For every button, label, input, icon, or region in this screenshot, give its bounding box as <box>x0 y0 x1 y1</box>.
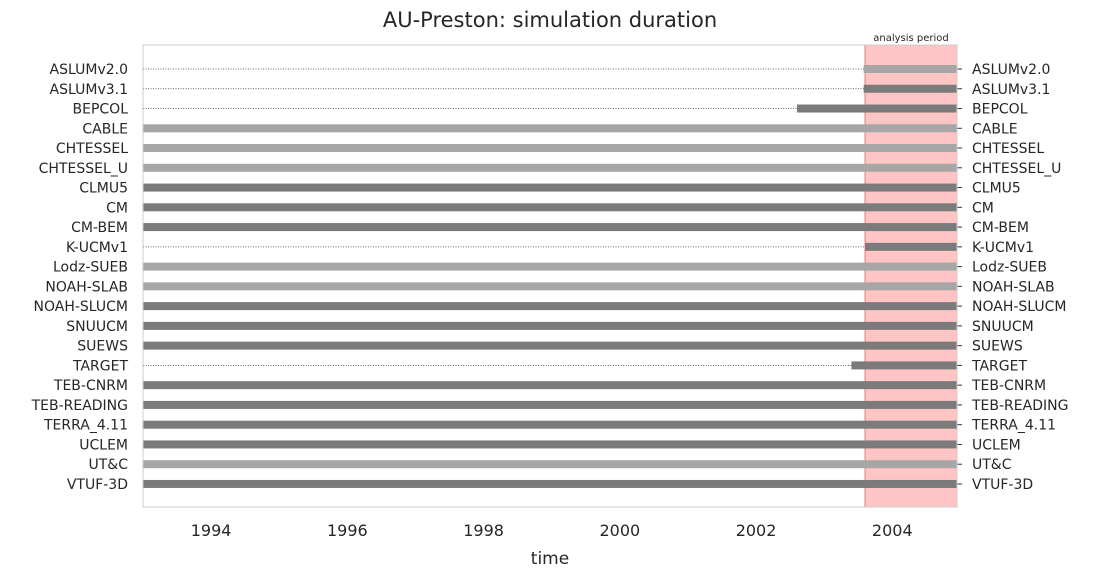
x-tick-labels: 1994 1996 1998 2000 2002 2004 <box>191 521 913 540</box>
y-tick-label-left: UT&C <box>89 457 129 473</box>
y-tick-label-left: Lodz-SUEB <box>53 260 128 276</box>
duration-bar <box>143 262 957 271</box>
analysis-period-layer <box>864 45 957 507</box>
duration-bar <box>143 440 957 449</box>
analysis-period-band <box>865 45 957 507</box>
y-tick-label-left: CLMU5 <box>79 181 128 197</box>
y-tick-label-right: VTUF-3D <box>972 477 1033 493</box>
y-tick-label-right: UT&C <box>972 457 1012 473</box>
duration-bar <box>143 282 957 291</box>
bars-layer <box>143 65 962 488</box>
y-tick-label-left: NOAH-SLAB <box>45 279 128 295</box>
duration-bar <box>143 460 957 469</box>
y-tick-labels-left: ASLUMv2.0 ASLUMv3.1 BEPCOL CABLE CHTESSEL CHT… <box>31 62 129 493</box>
y-tick-label-right: CLMU5 <box>972 181 1021 197</box>
y-tick-label-right: NOAH-SLAB <box>972 279 1055 295</box>
y-tick-label-left: CHTESSEL_U <box>39 161 128 177</box>
y-tick-label-left: CHTESSEL <box>56 141 128 157</box>
y-tick-label-right: TERRA_4.11 <box>971 418 1056 434</box>
y-tick-label-right: CHTESSEL <box>972 141 1044 157</box>
y-tick-label-left: K-UCMv1 <box>66 240 128 256</box>
y-tick-label-right: TEB-READING <box>971 398 1068 414</box>
x-tick-label: 2002 <box>736 521 777 540</box>
plot-frame <box>142 44 958 508</box>
duration-bar <box>143 124 957 133</box>
y-tick-label-right: ASLUMv2.0 <box>972 62 1050 78</box>
y-tick-label-left: BEPCOL <box>73 102 129 118</box>
y-tick-label-right: UCLEM <box>972 437 1021 453</box>
y-tick-label-left: ASLUMv2.0 <box>50 62 128 78</box>
y-tick-label-right: K-UCMv1 <box>972 240 1034 256</box>
x-tick-label: 1998 <box>463 521 504 540</box>
duration-bar <box>863 65 957 73</box>
duration-bar <box>143 400 957 409</box>
y-tick-label-left: TEB-READING <box>31 398 128 414</box>
x-tick-label: 1994 <box>191 521 232 540</box>
y-tick-label-right: TEB-CNRM <box>971 378 1046 394</box>
y-tick-label-right: SUEWS <box>972 339 1023 355</box>
duration-bar <box>851 361 957 370</box>
duration-bar <box>143 420 957 429</box>
duration-bar <box>143 479 957 488</box>
duration-bar <box>143 341 957 350</box>
y-tick-label-right: CM-BEM <box>972 220 1029 236</box>
duration-bar <box>143 381 957 390</box>
y-tick-label-left: ASLUMv3.1 <box>50 82 128 98</box>
y-tick-label-right: Lodz-SUEB <box>972 260 1047 276</box>
y-tick-label-right: NOAH-SLUCM <box>972 299 1067 315</box>
y-tick-label-right: BEPCOL <box>972 102 1028 118</box>
duration-bar <box>143 163 957 172</box>
y-tick-label-left: VTUF-3D <box>67 477 128 493</box>
duration-bar <box>143 302 957 311</box>
y-tick-label-left: UCLEM <box>79 437 128 453</box>
duration-bar <box>143 321 957 330</box>
y-tick-label-right: CM <box>972 200 994 216</box>
y-tick-label-right: SNUUCM <box>972 319 1034 335</box>
y-tick-label-left: CM-BEM <box>71 220 128 236</box>
chart-title: AU-Preston: simulation duration <box>382 8 718 32</box>
y-tick-label-left: NOAH-SLUCM <box>34 299 129 315</box>
duration-bar <box>143 203 957 212</box>
y-tick-label-left: TEB-CNRM <box>53 378 128 394</box>
duration-bar <box>865 242 957 251</box>
y-tick-label-right: TARGET <box>971 358 1027 374</box>
y-tick-label-right: ASLUMv3.1 <box>972 82 1050 98</box>
analysis-period-label: analysis period <box>873 33 949 44</box>
y-tick-label-left: TERRA_4.11 <box>43 418 128 434</box>
y-tick-label-left: CABLE <box>82 121 128 137</box>
y-tick-label-right: CABLE <box>972 121 1018 137</box>
y-tick-label-left: CM <box>106 200 128 216</box>
x-tick-label: 1996 <box>327 521 368 540</box>
y-tick-label-left: SUEWS <box>77 339 128 355</box>
y-tick-label-left: SNUUCM <box>66 319 128 335</box>
x-axis-label: time <box>531 549 569 569</box>
x-tick-label: 2004 <box>872 521 913 540</box>
x-tick-label: 2000 <box>599 521 640 540</box>
duration-bar <box>863 84 957 93</box>
duration-bar <box>143 144 957 153</box>
y-tick-labels-right: ASLUMv2.0 ASLUMv3.1 BEPCOL CABLE CHTESSEL CHT… <box>971 62 1068 493</box>
y-tick-label-left: TARGET <box>72 358 128 374</box>
duration-bar <box>796 104 957 113</box>
duration-bar <box>143 183 957 192</box>
y-tick-label-right: CHTESSEL_U <box>972 161 1061 177</box>
duration-bar <box>143 223 957 232</box>
